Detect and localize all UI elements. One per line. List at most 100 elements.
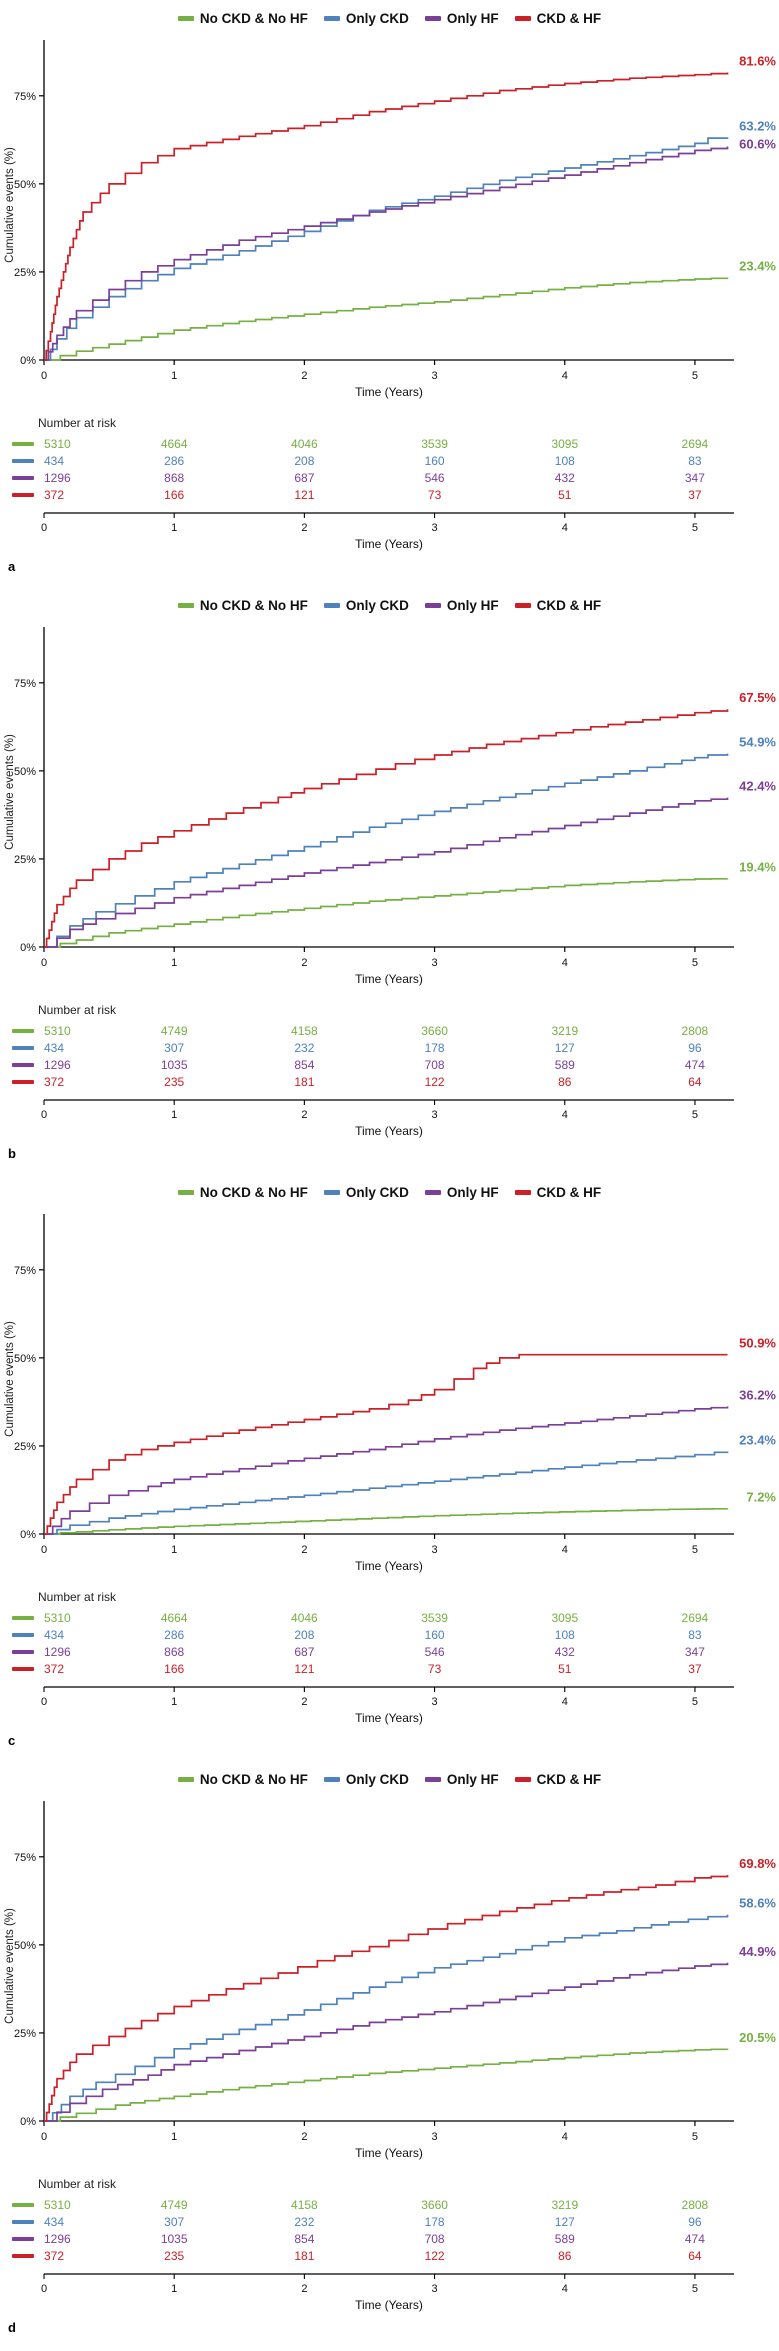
x-tick-label: 4: [562, 1544, 568, 1556]
risk-row-no-ckd-no-hf: 5310 4664 4046 3539 3095 2694: [0, 1610, 779, 1627]
curve-only-hf: [44, 797, 729, 948]
legend-label: No CKD & No HF: [199, 1184, 308, 1200]
risk-count: 372: [44, 1075, 65, 1089]
x-tick-label: 0: [41, 1109, 47, 1121]
risk-row-swatch-icon: [12, 2203, 34, 2207]
risk-count: 51: [558, 488, 572, 502]
risk-count: 1296: [44, 1645, 71, 1659]
legend-swatch-icon: [424, 1776, 441, 1782]
y-axis-label: Cumulative events (%): [4, 734, 16, 850]
risk-count: 121: [294, 1662, 315, 1676]
risk-count: 235: [164, 2249, 185, 2263]
x-tick-label: 5: [692, 370, 698, 382]
risk-row-swatch-icon: [12, 1667, 34, 1671]
legend-item-ckd-hf: CKD & HF: [514, 1772, 601, 1787]
x-tick-label: 5: [692, 1696, 698, 1708]
risk-count: 372: [44, 1662, 65, 1676]
panel-letter: d: [8, 2320, 16, 2335]
risk-count: 4664: [160, 1611, 188, 1625]
x-axis-label: Time (Years): [355, 537, 423, 551]
legend-label: Only HF: [446, 597, 499, 613]
legend-item-no-ckd-no-hf: No CKD & No HF: [177, 1772, 308, 1787]
risk-count: 235: [164, 1075, 185, 1089]
risk-row-swatch-icon: [12, 459, 34, 463]
curve-end-label: 81.6%: [739, 54, 776, 69]
x-axis-label: Time (Years): [355, 1711, 423, 1725]
legend-swatch-icon: [323, 1776, 340, 1782]
curve-only-ckd: [44, 137, 729, 361]
number-at-risk-label: Number at risk: [38, 416, 117, 430]
risk-count: 181: [294, 1075, 315, 1089]
legend-swatch-icon: [177, 1189, 194, 1195]
curve-end-label: 63.2%: [739, 118, 776, 133]
risk-axis-area: 0 1 2 3 4 5 Time (Years): [0, 2269, 779, 2317]
x-tick-label: 2: [301, 522, 307, 534]
curve-no-ckd-no-hf: [44, 2048, 729, 2122]
x-tick-label: 5: [692, 1544, 698, 1556]
km-chart-d: Cumulative events (%) 0% 25% 50% 75% 0 1 2 3 4 5 Ti…: [4, 1801, 776, 2160]
risk-count: 3660: [421, 1024, 448, 1038]
risk-row-only-ckd: 434 286 208 160 108 83: [0, 1627, 779, 1644]
risk-count: 4046: [291, 437, 318, 451]
curve-only-ckd: [44, 1914, 729, 2122]
curve-ckd-hf: [44, 1353, 728, 1535]
curve-no-ckd-no-hf: [44, 1507, 729, 1535]
x-tick-label: 0: [41, 957, 47, 969]
risk-row-swatch-icon: [12, 442, 34, 446]
risk-count: 73: [427, 1662, 442, 1676]
risk-row-only-hf: 1296 1035 854 708 589 474: [0, 2231, 779, 2248]
curve-only-hf: [44, 1406, 729, 1535]
risk-count: 854: [294, 2232, 315, 2246]
risk-count: 868: [164, 1645, 185, 1659]
risk-count: 166: [164, 488, 185, 502]
legend-label: Only CKD: [345, 10, 409, 26]
risk-count: 208: [294, 1628, 315, 1642]
risk-count: 37: [688, 1662, 702, 1676]
risk-row-swatch-icon: [12, 1029, 34, 1033]
risk-count: 232: [294, 1041, 315, 1055]
x-tick-label: 5: [692, 957, 698, 969]
curve-end-label: 67.5%: [739, 690, 776, 705]
y-tick-label: 25%: [14, 2028, 36, 2040]
risk-count: 96: [688, 2215, 702, 2229]
legend-item-ckd-hf: CKD & HF: [514, 598, 601, 613]
curve-end-label: 54.9%: [739, 735, 776, 750]
risk-row-swatch-icon: [12, 1080, 34, 1084]
risk-table-axis: 0 1 2 3 4 5 Time (Years): [41, 512, 734, 551]
legend-item-ckd-hf: CKD & HF: [514, 10, 602, 26]
legend-label: CKD & HF: [536, 10, 602, 26]
risk-count: 307: [164, 2215, 185, 2229]
risk-count: 434: [44, 2215, 65, 2229]
risk-count: 1296: [44, 2232, 71, 2246]
risk-count: 4749: [160, 2198, 188, 2212]
risk-count: 3219: [551, 2198, 579, 2212]
x-tick-label: 1: [171, 1109, 177, 1121]
legend-swatch-icon: [424, 602, 441, 608]
number-at-risk-label: Number at risk: [38, 1590, 117, 1604]
x-tick-label: 2: [301, 957, 307, 969]
curve-only-hf: [44, 1962, 729, 2122]
risk-count: 3095: [551, 437, 579, 451]
risk-count: 286: [164, 454, 185, 468]
risk-count: 589: [554, 2232, 575, 2246]
y-axis-label: Cumulative events (%): [4, 1321, 16, 1437]
risk-row-swatch-icon: [12, 493, 34, 497]
x-tick-label: 3: [432, 370, 438, 382]
risk-row-only-ckd: 434 307 232 178 127 96: [0, 2214, 779, 2231]
number-at-risk-table: 5310 4749 4158 3660 3219 2808 434 307 232 178 127 9…: [0, 1023, 779, 1091]
x-tick-label: 3: [432, 2283, 438, 2295]
x-axis-label: Time (Years): [355, 1559, 423, 1573]
risk-count: 546: [424, 1645, 445, 1659]
y-tick-label: 75%: [14, 678, 36, 690]
x-tick-label: 5: [692, 522, 698, 534]
risk-count: 2694: [681, 437, 709, 451]
x-tick-label: 1: [171, 1696, 177, 1708]
legend-swatch-icon: [323, 1189, 340, 1195]
risk-count: 2808: [681, 2198, 709, 2212]
risk-count: 83: [688, 454, 702, 468]
risk-axis-area: 0 1 2 3 4 5 Time (Years): [0, 1095, 779, 1143]
risk-count: 4158: [291, 2198, 318, 2212]
y-tick-label: 25%: [14, 854, 36, 866]
curve-no-ckd-no-hf: [44, 277, 729, 361]
curve-no-ckd-no-hf: [44, 877, 729, 948]
